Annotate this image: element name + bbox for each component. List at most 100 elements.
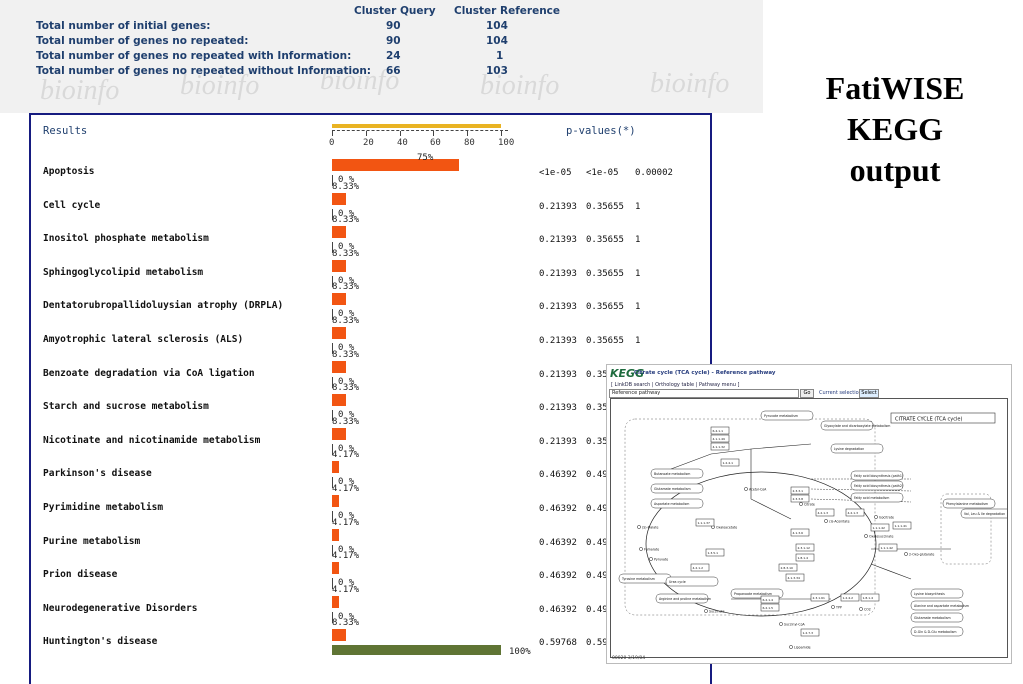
metabolite-node: [650, 498, 704, 509]
scale-tick-label: 60: [430, 138, 441, 148]
title-line: output: [849, 152, 941, 188]
title-line: KEGG: [846, 111, 943, 147]
scale-tick-label: 80: [464, 138, 475, 148]
enzyme-label: 6.4.1.1: [713, 429, 724, 433]
compound-node: [779, 622, 783, 626]
compound-node: [824, 519, 828, 523]
pathway-select[interactable]: Reference pathway: [609, 389, 799, 398]
enzyme-label: 1.1.1.42: [873, 526, 885, 530]
summary-query-value: 66: [386, 65, 401, 77]
pathway-name: Dentatorubropallidoluysian atrophy (DRPL…: [43, 300, 284, 312]
pathway-row[interactable]: Nicotinate and nicotinamide metabolism 8.…: [31, 417, 710, 457]
metabolite-node: [942, 498, 996, 509]
pathway-row[interactable]: Prion disease 4.17% 0 % 0.46392 0.49: [31, 551, 710, 591]
pathway-name: Amyotrophic lateral sclerosis (ALS): [43, 334, 244, 345]
enzyme-box: [845, 508, 865, 517]
p-value: <1e-05: [586, 168, 619, 178]
pathway-name: Purine metabolism: [43, 535, 141, 547]
pathway-row[interactable]: Dentatorubropallidoluysian atrophy (DRPL…: [31, 282, 710, 322]
pathway-row[interactable]: Neurodegenerative Disorders 4.17% 0 % 0.463…: [31, 585, 710, 625]
p-value: 0.46392: [539, 537, 577, 548]
enzyme-box: [720, 458, 740, 467]
enzyme-label: 4.2.1.3: [848, 511, 859, 515]
select-button[interactable]: Select: [859, 389, 879, 398]
enzyme-box: [760, 603, 780, 612]
scale-tick-label: 0: [329, 138, 335, 148]
compound-node: [874, 515, 878, 519]
kegg-logo: KEGG: [610, 367, 645, 380]
enzyme-label: 2.3.1.61: [813, 596, 825, 600]
reference-percent-bar: [332, 611, 333, 623]
compound-node: [744, 487, 748, 491]
query-percent-label: 75%: [417, 153, 434, 163]
pathway-row[interactable]: Purine metabolism 4.17% 0 % 0.46392 0.49: [31, 518, 710, 558]
pathway-map[interactable]: CITRATE CYCLE (TCA cycle) Pyruvate metabo…: [610, 398, 1011, 658]
compound-node: [704, 609, 708, 613]
summary-row: Total number of genes no repeated withou…: [36, 64, 508, 78]
pathway-name: Neurodegenerative Disorders: [43, 602, 198, 614]
metabolite-node: [820, 420, 874, 431]
pathway-row[interactable]: Inositol phosphate metabolism 8.33% 0 % 0.2…: [31, 215, 710, 255]
pathway-row[interactable]: Huntington's disease 8.33% 100% 0.59768 0.59: [31, 618, 710, 658]
p-value: 1: [635, 302, 641, 313]
enzyme-box: [878, 543, 898, 552]
compound-node: [649, 557, 653, 561]
enzyme-label: 1.2.7.3: [803, 631, 814, 635]
pathway-row[interactable]: Amyotrophic lateral sclerosis (ALS) 8.33%…: [31, 316, 710, 356]
compound-node: [637, 525, 641, 529]
p-value: 0.59768: [539, 638, 577, 649]
compound-label: (S)-Malate: [642, 526, 658, 530]
pathway-row[interactable]: Pyrimidine metabolism 4.17% 0 % 0.46392 0.49: [31, 484, 710, 524]
scale-tick-label: 40: [397, 138, 408, 148]
enzyme-label: 6.2.1.4: [763, 598, 774, 602]
watermark: bioinfo: [650, 68, 730, 99]
pathway-row[interactable]: Parkinson's disease 4.17% 0 % 0.46392 0.49: [31, 450, 710, 490]
reference-percent-label: 100%: [509, 647, 531, 658]
go-button[interactable]: Go: [800, 389, 814, 398]
metabolite-label: D-Gln & D-Glu metabolism: [914, 630, 957, 634]
pathway-row[interactable]: Benzoate degradation via CoA ligation 8.3…: [31, 350, 710, 390]
pathway-name: Pyrimidine metabolism: [43, 502, 164, 513]
summary-reference-value: 103: [486, 65, 508, 77]
summary-query-value: 90: [386, 20, 401, 32]
pathway-row[interactable]: Apoptosis 75% 0 % <1e-05 <1e-05 0.00002: [31, 153, 710, 188]
query-percent-label: 8.33%: [332, 383, 360, 394]
p-value: 0.21393: [539, 268, 577, 279]
pvalues-header: p-values(*): [566, 125, 636, 137]
p-value: 0.46392: [539, 604, 577, 615]
query-percent-bar: [332, 595, 339, 608]
reference-percent-bar: [332, 443, 333, 455]
metabolite-label: Aspartate metabolism: [654, 502, 689, 506]
reference-percent-label: 0 %: [338, 611, 355, 622]
scale-tick: [332, 131, 333, 136]
enzyme-label: 2.8.3.10: [781, 566, 793, 570]
pathway-row[interactable]: Starch and sucrose metabolism 8.33% 0 % 0.2…: [31, 383, 710, 423]
pathway-name: Sphingoglycolipid metabolism: [43, 266, 204, 278]
query-percent-label: 4.17%: [332, 517, 360, 528]
p-value: 0.59: [586, 638, 608, 649]
column-header-query: Cluster Query: [354, 5, 436, 17]
pathway-name: Inositol phosphate metabolism: [43, 233, 209, 245]
kegg-links[interactable]: [ LinkDB search | Orthology table | Path…: [611, 382, 740, 388]
enzyme-label: 1.8.1.4: [863, 596, 874, 600]
pathway-row[interactable]: Cell cycle 8.33% 0 % 0.21393 0.35655 1: [31, 182, 710, 222]
enzyme-label: 4.1.3.34: [788, 576, 800, 580]
reference-percent-label: 0 %: [338, 208, 355, 219]
enzyme-box: [810, 593, 830, 602]
p-value: 0.49: [586, 504, 608, 514]
metabolite-node: [910, 588, 964, 599]
p-value: 0.21393: [539, 336, 577, 346]
scale-tick: [400, 131, 401, 136]
p-value: 0.35655: [586, 268, 624, 279]
enzyme-label: 4.1.1.32: [713, 445, 725, 449]
p-value: 0.46392: [539, 571, 577, 582]
scale-tick: [501, 131, 502, 136]
enzyme-box: [710, 434, 730, 443]
pathway-row[interactable]: Sphingoglycolipid metabolism 8.33% 0 % 0.21…: [31, 249, 710, 289]
metabolite-node: [850, 470, 904, 481]
compound-label: Oxalosuccinate: [869, 535, 893, 539]
reference-percent-bar: [332, 175, 333, 186]
p-value: 0.46392: [539, 504, 577, 514]
reference-percent-label: 0 %: [338, 309, 355, 320]
metabolite-label: Arginine and proline metabolism: [659, 597, 711, 601]
